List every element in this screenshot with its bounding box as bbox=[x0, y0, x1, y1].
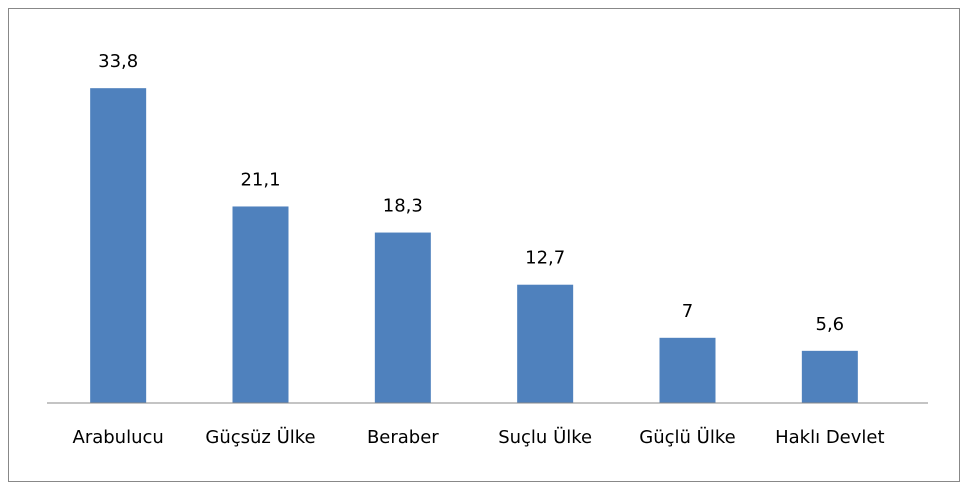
data-label: 7 bbox=[682, 301, 693, 322]
chart-border bbox=[8, 8, 960, 482]
data-label: 33,8 bbox=[98, 51, 138, 72]
bar bbox=[374, 232, 431, 403]
data-label: 18,3 bbox=[383, 196, 423, 217]
x-tick-label: Beraber bbox=[367, 427, 439, 448]
x-tick-label: Haklı Devlet bbox=[775, 427, 884, 448]
bar bbox=[659, 337, 716, 403]
data-label: 5,6 bbox=[816, 314, 845, 335]
data-label: 21,1 bbox=[240, 169, 280, 190]
bar bbox=[232, 206, 289, 403]
x-tick-label: Arabulucu bbox=[73, 427, 164, 448]
bar bbox=[801, 350, 858, 403]
x-tick-label: Güçsüz Ülke bbox=[205, 426, 315, 448]
x-tick-label: Suçlu Ülke bbox=[498, 426, 592, 448]
data-label: 12,7 bbox=[525, 248, 565, 269]
x-tick-label: Güçlü Ülke bbox=[639, 426, 735, 448]
bar bbox=[517, 284, 574, 403]
bar bbox=[90, 88, 147, 404]
